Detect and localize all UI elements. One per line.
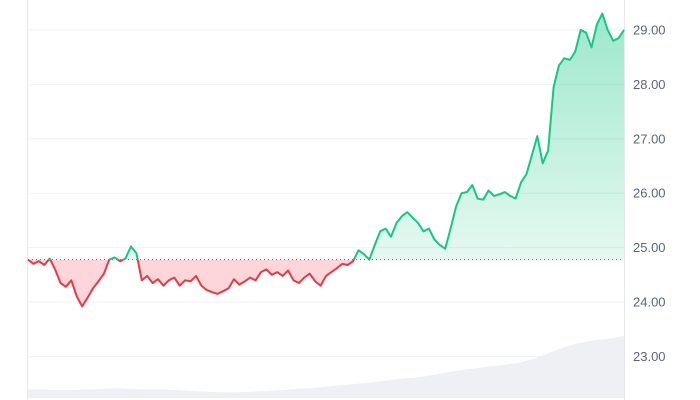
price-line-above-baseline	[28, 12, 625, 260]
grid-lines	[28, 29, 624, 357]
price-area-above-baseline	[48, 13, 624, 260]
y-tick-label: 25.00	[633, 240, 666, 255]
y-axis-ticks: 23.00 24.00 25.00 26.00 27.00 28.00 29.00	[633, 22, 666, 364]
y-tick-label: 28.00	[633, 77, 666, 92]
price-area-below-baseline	[28, 259, 624, 307]
y-tick-label: 27.00	[633, 131, 666, 146]
y-tick-label: 24.00	[633, 295, 666, 310]
y-tick-label: 23.00	[633, 349, 666, 364]
y-tick-label: 29.00	[633, 22, 666, 37]
volume-area	[28, 336, 624, 398]
price-line-below-baseline	[27, 259, 371, 308]
y-tick-label: 26.00	[633, 186, 666, 201]
